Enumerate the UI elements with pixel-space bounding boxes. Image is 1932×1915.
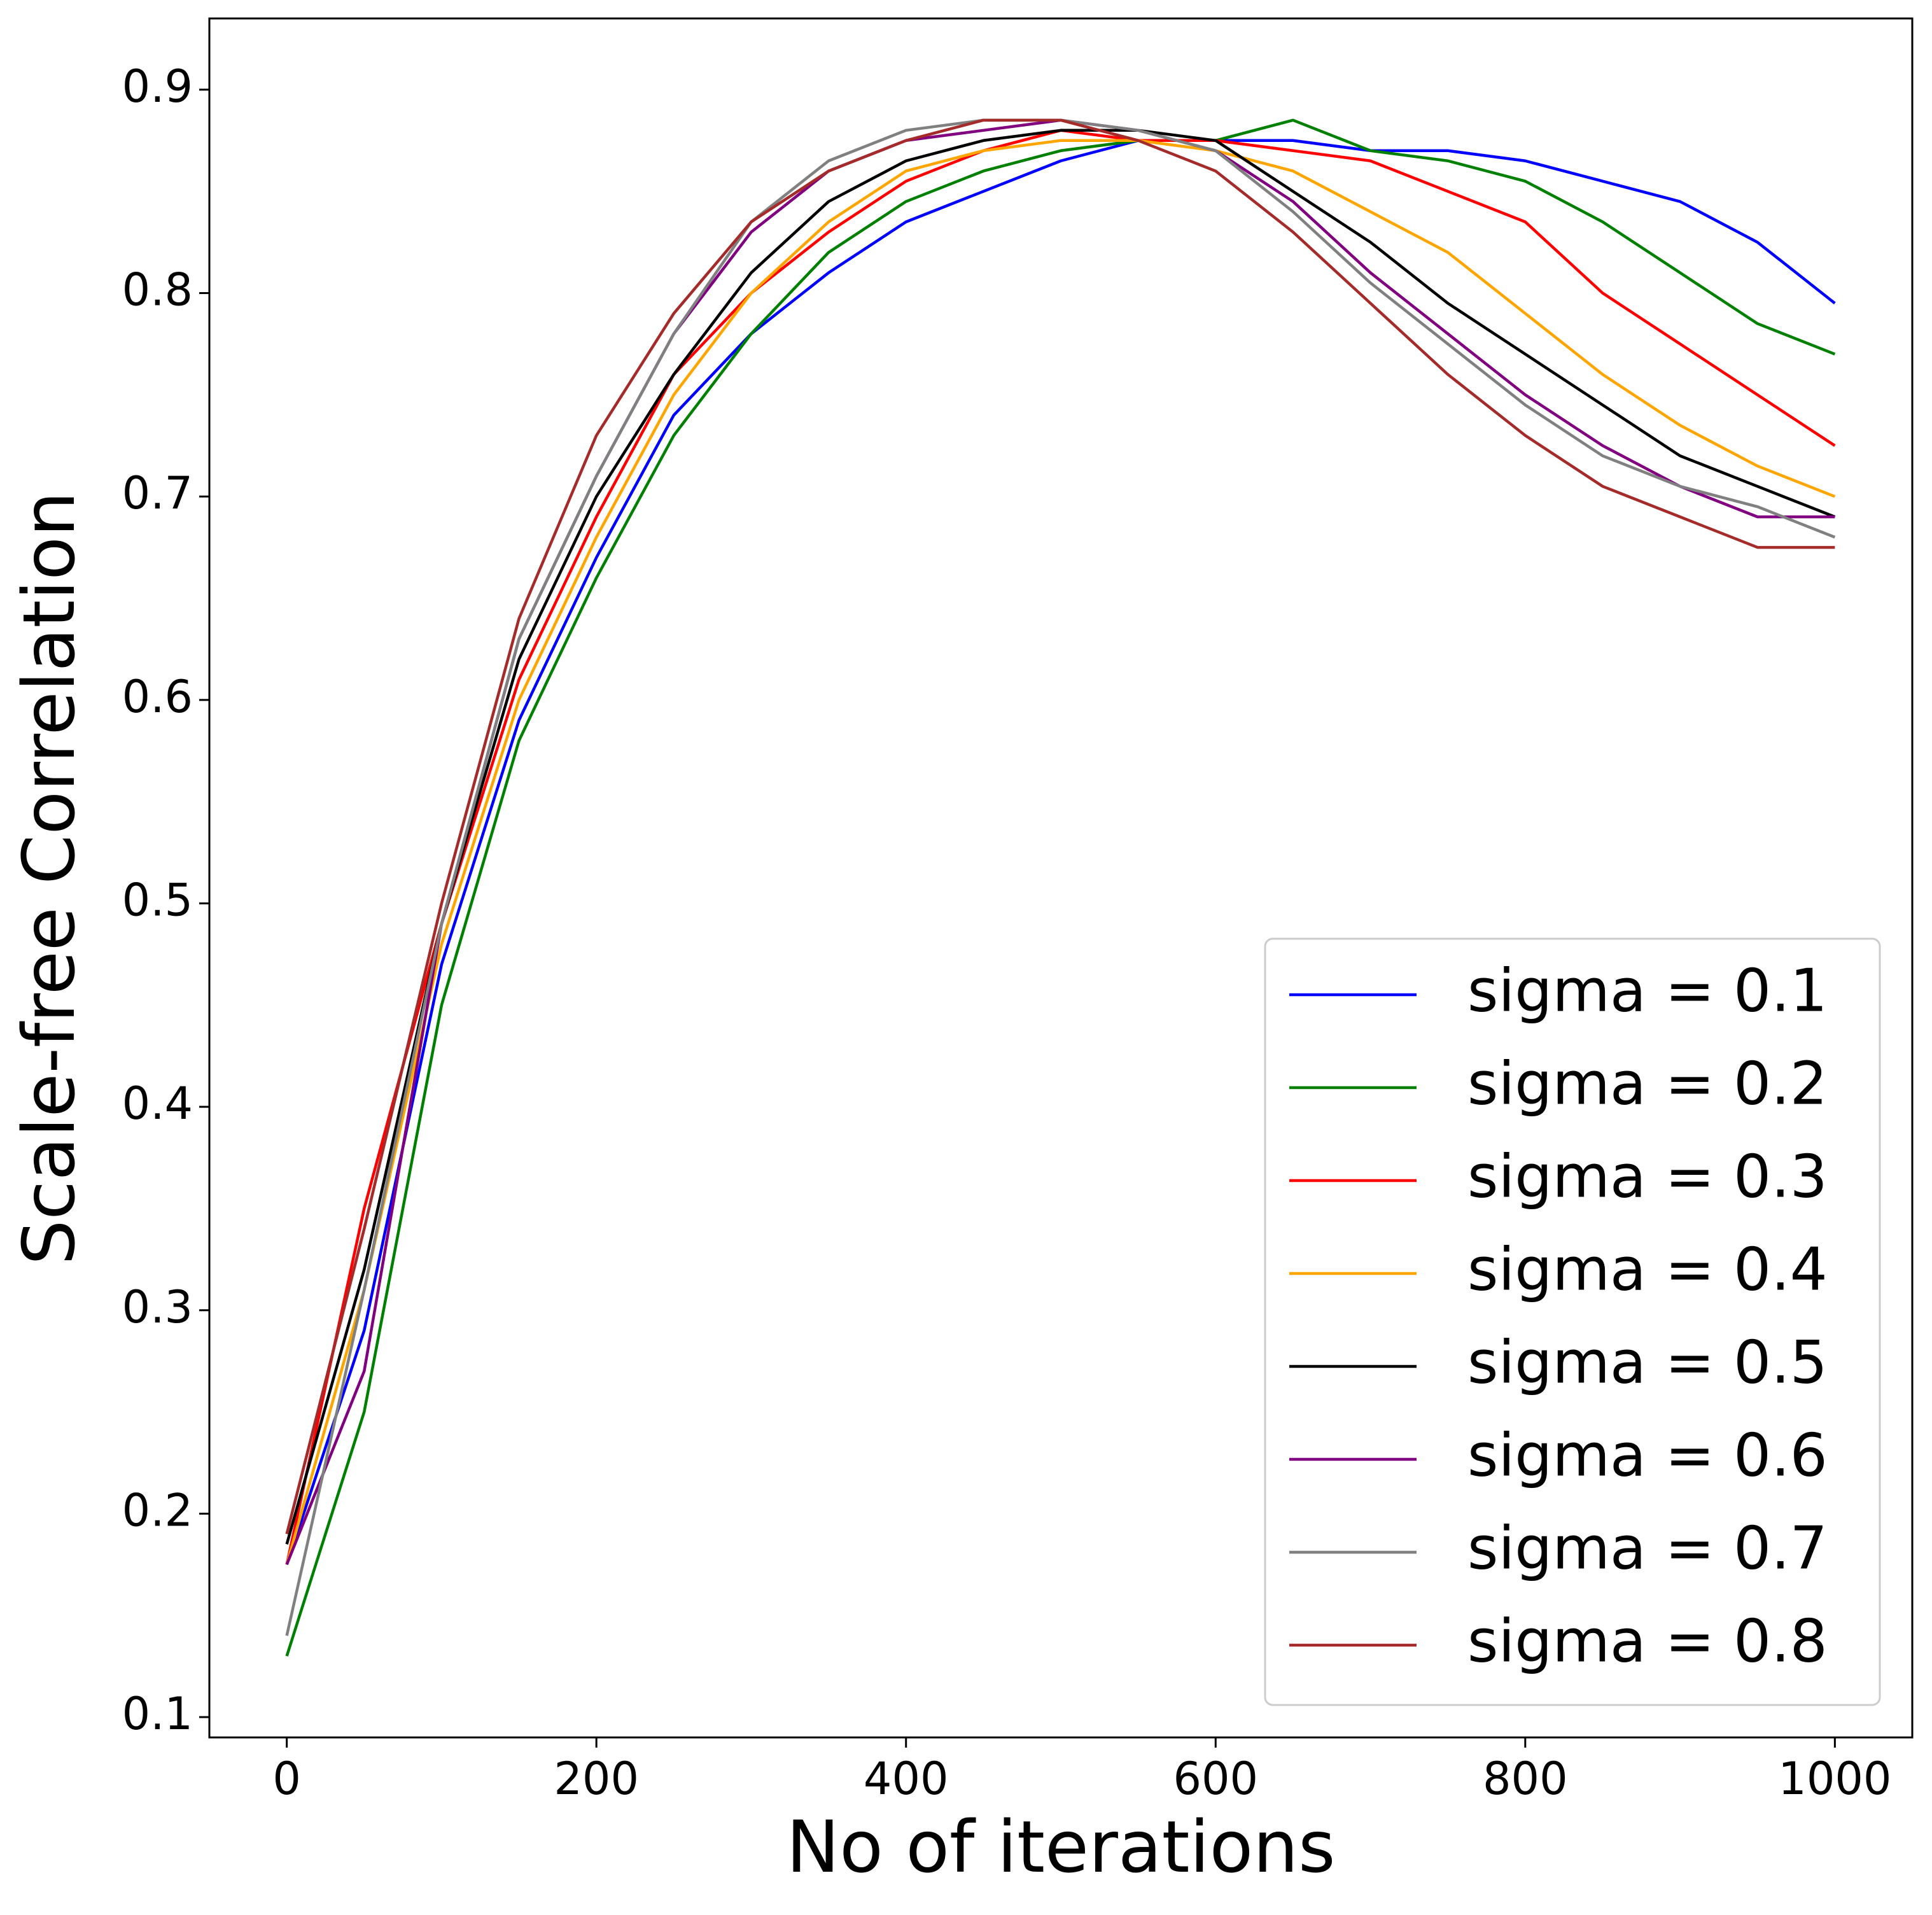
series-line	[285, 118, 1835, 1534]
legend-label: sigma = 0.4	[1467, 1235, 1828, 1303]
x-tick-label: 200	[554, 1753, 639, 1805]
legend-label: sigma = 0.3	[1467, 1142, 1828, 1210]
y-tick-label: 0.8	[122, 264, 193, 316]
series-line	[285, 118, 1836, 1657]
y-tick-label: 0.2	[122, 1484, 193, 1536]
legend-frame	[1264, 937, 1881, 1706]
legend-label: sigma = 0.8	[1467, 1606, 1828, 1675]
y-tick-label: 0.7	[122, 467, 193, 519]
series-line	[285, 139, 1836, 1565]
y-axis-title: Scale-free Correlation	[8, 491, 91, 1265]
legend-label: sigma = 0.7	[1467, 1513, 1828, 1582]
y-tick-label: 0.9	[122, 60, 193, 113]
x-axis-title: No of iterations	[787, 1806, 1336, 1889]
legend-label: sigma = 0.1	[1467, 956, 1828, 1025]
legend-label: sigma = 0.6	[1467, 1420, 1828, 1489]
y-tick-label: 0.5	[122, 874, 193, 926]
legend: sigma = 0.1 sigma = 0.2 sigma = 0.3 sigma =…	[1264, 937, 1881, 1706]
y-tick-label: 0.4	[122, 1077, 193, 1130]
x-tick-label: 800	[1483, 1753, 1568, 1805]
x-tick-label: 0	[272, 1753, 301, 1805]
x-tick-label: 1000	[1778, 1753, 1891, 1805]
y-tick-label: 0.1	[122, 1688, 193, 1740]
plot-frame	[208, 17, 1914, 1739]
series-line	[285, 129, 1836, 1545]
x-tick-label: 600	[1173, 1753, 1258, 1805]
y-tick-label: 0.3	[122, 1281, 193, 1333]
legend-label: sigma = 0.2	[1467, 1049, 1828, 1118]
x-tick-label: 400	[864, 1753, 949, 1805]
y-tick-label: 0.6	[122, 671, 193, 723]
series-line	[285, 139, 1836, 1566]
legend-label: sigma = 0.5	[1467, 1328, 1828, 1396]
